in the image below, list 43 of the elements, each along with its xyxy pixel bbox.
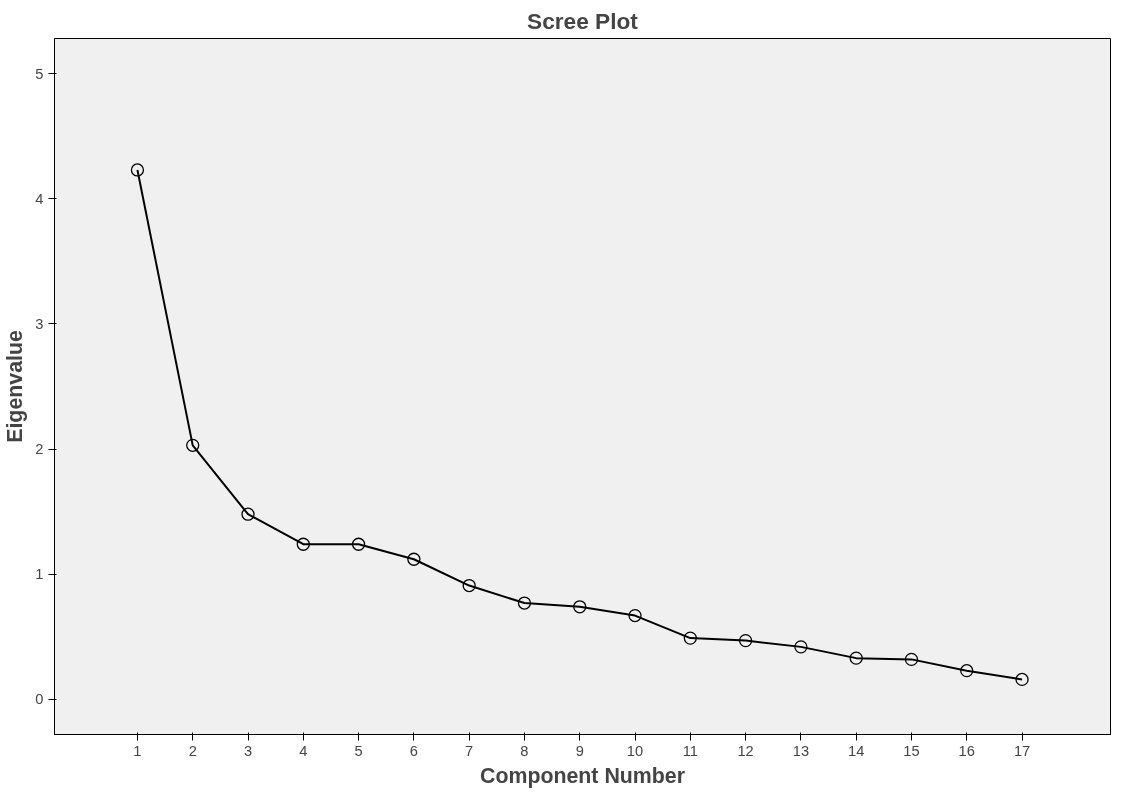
point (904, 652, 919, 667)
x-tick-label: 17 (1013, 742, 1031, 759)
y-tick-label: 5 (35, 65, 44, 82)
point (407, 552, 421, 566)
x-tick-label: 3 (243, 742, 253, 759)
x-tick-label: 14 (848, 742, 865, 759)
point (1015, 672, 1029, 687)
point (849, 651, 863, 665)
y-tick-label: 0 (35, 691, 44, 708)
x-tick-label: 2 (188, 742, 197, 759)
x-tick-label: 6 (409, 742, 418, 759)
point (186, 438, 200, 452)
y-tick-label: 1 (35, 566, 44, 583)
point (628, 608, 642, 623)
x-axis-title: Component Number (480, 763, 685, 788)
point (517, 596, 532, 610)
y-tick-label: 3 (35, 315, 44, 332)
x-tick-label: 7 (465, 742, 474, 759)
point (462, 578, 476, 593)
y-tick-label: 4 (35, 190, 44, 207)
point (794, 640, 808, 654)
x-tick-label: 5 (354, 742, 363, 759)
y-axis-title: Eigenvalue (3, 330, 28, 443)
point (296, 537, 310, 551)
x-tick-label: 15 (903, 742, 920, 759)
x-tick-label: 16 (958, 742, 975, 759)
x-tick-label: 12 (737, 742, 754, 759)
point (130, 163, 145, 177)
x-tick-label: 9 (575, 742, 584, 759)
x-tick-label: 11 (682, 742, 698, 759)
point (573, 600, 587, 614)
x-tick-label: 8 (520, 742, 529, 759)
x-tick-label: 4 (299, 742, 308, 759)
x-tick-label: 1 (133, 742, 142, 759)
point (960, 664, 974, 678)
point (683, 631, 697, 645)
y-tick-label: 2 (35, 441, 44, 458)
point (351, 537, 366, 551)
x-tick-label: 10 (626, 742, 644, 759)
chart-title: Scree Plot (527, 7, 639, 34)
point (738, 633, 753, 648)
x-tick-label: 13 (792, 742, 810, 759)
point (241, 507, 255, 521)
